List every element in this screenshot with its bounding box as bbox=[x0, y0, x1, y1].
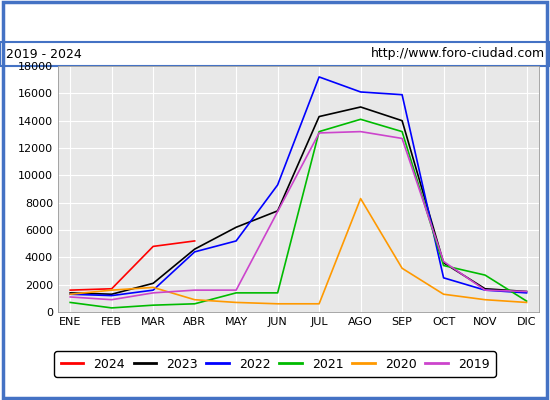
Legend: 2024, 2023, 2022, 2021, 2020, 2019: 2024, 2023, 2022, 2021, 2020, 2019 bbox=[54, 351, 496, 377]
Text: 2019 - 2024: 2019 - 2024 bbox=[6, 48, 81, 60]
Text: Evolucion Nº Turistas Nacionales en el municipio de Alcúdia: Evolucion Nº Turistas Nacionales en el m… bbox=[47, 13, 503, 29]
Text: http://www.foro-ciudad.com: http://www.foro-ciudad.com bbox=[370, 48, 544, 60]
